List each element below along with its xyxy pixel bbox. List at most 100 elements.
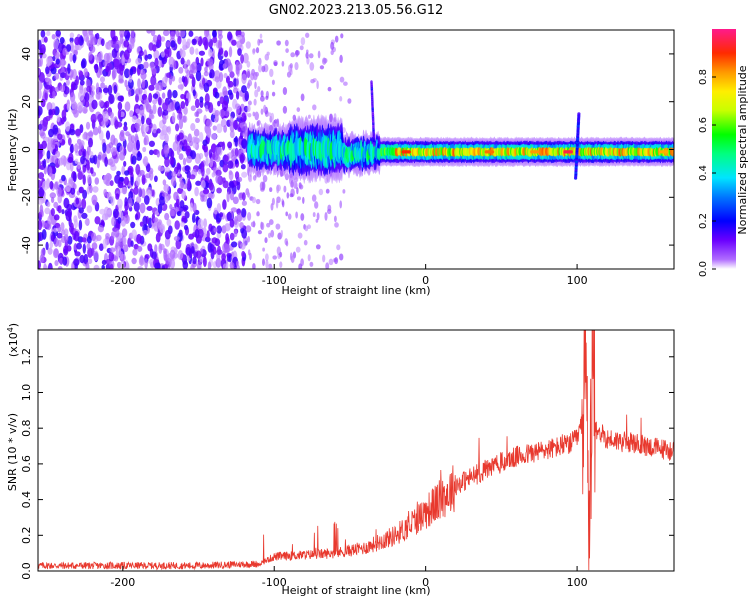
heatmap-cell-688: [84, 218, 90, 226]
heatmap-cell-982: [222, 90, 230, 96]
heatmap-cell-1939: [317, 50, 321, 59]
heatmap-cell-94: [184, 211, 190, 219]
heatmap-cell-1475: [240, 227, 244, 234]
heatmap-cell-1718: [290, 52, 296, 58]
heatmap-cell-1674: [78, 207, 84, 214]
heatmap-cell-1905: [284, 173, 289, 181]
heatmap-cell-940: [161, 92, 166, 99]
heatmap-cell-530: [82, 174, 86, 186]
heatmap-x-label: Height of straight line (km): [281, 284, 430, 297]
heatmap-cell-1647: [117, 217, 122, 224]
heatmap-cell-1947: [285, 240, 289, 247]
heatmap-cell-1543: [90, 232, 97, 242]
heatmap-x-ticks: -200 -100 0 100: [110, 264, 588, 287]
heatmap-cell-939: [158, 96, 162, 106]
heatmap-cell-203: [131, 257, 137, 265]
heatmap-cell-1716: [309, 62, 315, 71]
heatmap-cell-1803: [260, 222, 265, 231]
heatmap-cell-384: [186, 59, 191, 67]
heatmap-cell-1559: [228, 170, 234, 181]
heatmap-cell-1437: [184, 165, 191, 172]
heatmap-cell-631: [190, 105, 196, 112]
heatmap-cell-1394: [103, 174, 110, 185]
heatmap-cell-1436: [148, 84, 155, 91]
heatmap-cell-874: [157, 106, 163, 117]
heatmap-cell-4: [94, 177, 100, 185]
heatmap-cell-1779: [285, 211, 289, 217]
heatmap-cell-1613: [83, 67, 88, 77]
heatmap-cell-1180: [227, 80, 234, 88]
heatmap-cell-3443: [577, 112, 581, 116]
heatmap-cell-1084: [194, 136, 198, 144]
heatmap-cell-1339: [242, 131, 248, 138]
heatmap-cell-1549: [117, 181, 124, 189]
heatmap-cell-1889: [312, 212, 316, 218]
heatmap-cell-1932: [260, 95, 265, 102]
heatmap-cell-1179: [93, 250, 99, 262]
heatmap-cell-1234: [145, 173, 151, 179]
heatmap-cell-992: [54, 86, 60, 92]
snr-x-ticks: -200 -100 0 100: [110, 566, 588, 589]
heatmap-cell-1875: [257, 38, 261, 46]
heatmap-cell-1357: [169, 209, 175, 217]
heatmap-cell-1097: [164, 236, 171, 247]
heatmap-cell-1798: [271, 91, 276, 97]
heatmap-cell-1172: [180, 180, 185, 189]
heatmap-cell-1424: [89, 151, 94, 159]
heatmap-cell-579: [94, 63, 99, 74]
heatmap-cell-653: [215, 257, 222, 268]
heatmap-cell-1825: [334, 222, 339, 228]
heatmap-cell-1719: [268, 219, 274, 226]
heatmap-cell-1508: [114, 227, 120, 238]
heatmap-cell-1809: [246, 105, 251, 113]
heatmap-cell-1561: [106, 191, 112, 201]
heatmap-cell-2: [203, 218, 208, 228]
heatmap-cell-712: [56, 114, 61, 123]
heatmap-cell-1512: [195, 250, 202, 259]
heatmap-cell-1941: [270, 229, 275, 238]
heatmap-cell-1251: [178, 66, 184, 74]
heatmap-cell-1248: [187, 178, 191, 190]
heatmap-cell-1689: [51, 108, 56, 116]
heatmap-cell-1517: [38, 219, 43, 231]
heatmap-cell-1428: [241, 192, 246, 201]
heatmap-cell-795: [242, 52, 249, 64]
heatmap-cell-1036: [203, 144, 208, 153]
heatmap-cell-972: [194, 153, 201, 165]
heatmap-cell-1043: [56, 232, 63, 239]
heatmap-cell-511: [216, 187, 222, 194]
heatmap-cell-1621: [76, 242, 82, 250]
heatmap-cell-598: [49, 192, 56, 199]
heatmap-cell-878: [108, 94, 115, 104]
heatmap-cell-1210: [154, 262, 161, 269]
heatmap-cell-348: [117, 101, 123, 111]
heatmap-cell-1650: [69, 144, 74, 154]
heatmap-cell-1605: [229, 218, 235, 228]
heatmap-cell-184: [129, 110, 134, 118]
heatmap-cell-1303: [78, 142, 84, 150]
heatmap-cell-354: [47, 262, 53, 269]
heatmap-cell-1198: [67, 156, 74, 163]
heatmap-cell-1382: [189, 202, 194, 212]
heatmap-cell-1345: [115, 41, 120, 51]
heatmap-cell-1425: [73, 258, 80, 267]
heatmap-cell-1506: [137, 187, 143, 198]
heatmap-cell-1391: [85, 262, 90, 269]
heatmap-cell-1532: [50, 234, 55, 242]
heatmap-cell-1514: [218, 72, 224, 83]
heatmap-cell-1026: [118, 151, 126, 161]
heatmap-cell-1528: [235, 260, 240, 267]
heatmap-cell-1598: [161, 129, 167, 136]
heatmap-cell-1926: [311, 194, 317, 202]
heatmap-cell-633: [199, 100, 204, 109]
heatmap-cell-1599: [102, 142, 107, 154]
heatmap-cell-560: [99, 67, 103, 76]
heatmap-cell-780: [82, 243, 86, 254]
heatmap-cell-1623: [234, 103, 241, 110]
heatmap-cell-696: [245, 41, 251, 49]
heatmap-cell-1500: [50, 138, 56, 149]
heatmap-cell-1467: [41, 121, 48, 132]
heatmap-cell-1274: [175, 30, 180, 38]
heatmap-cell-1907: [265, 95, 269, 100]
heatmap-cell-1545: [164, 229, 171, 240]
